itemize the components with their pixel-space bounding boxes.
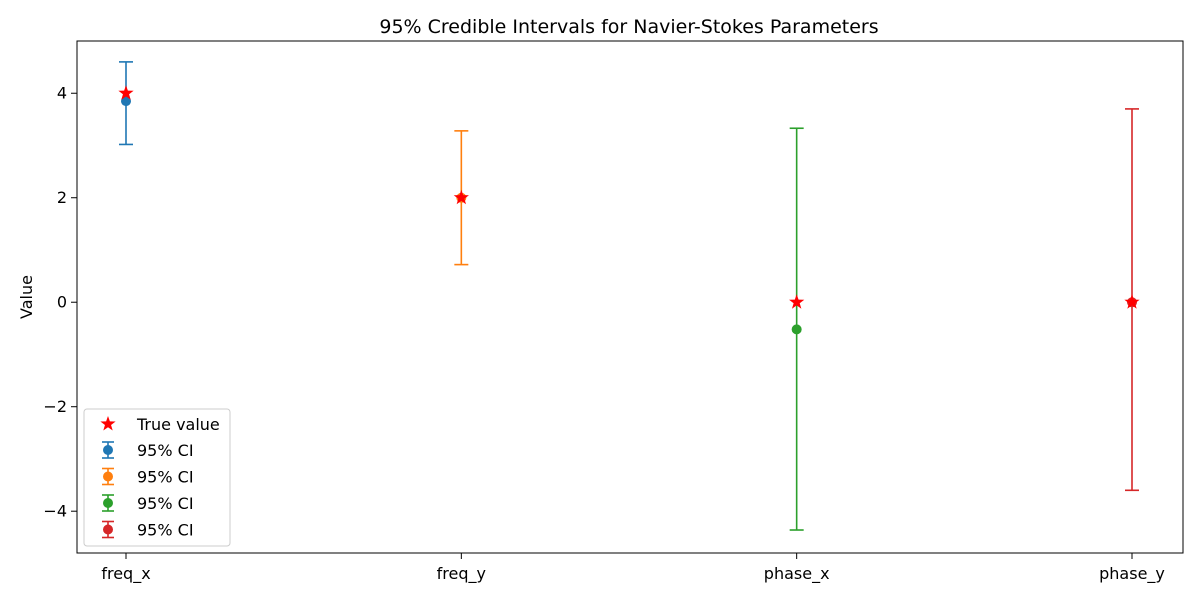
true-value-marker-phase_x xyxy=(789,294,805,309)
true-value-marker-freq_x xyxy=(118,85,134,100)
legend-ci-icon-point xyxy=(103,471,113,482)
x-tick-label: phase_y xyxy=(1099,564,1165,584)
y-tick-label: −2 xyxy=(43,397,67,416)
estimate-point-phase_x xyxy=(791,324,802,335)
legend-ci-label: 95% CI xyxy=(137,441,194,460)
legend-box xyxy=(83,408,231,547)
chart-title: 95% Credible Intervals for Navier-Stokes… xyxy=(379,16,878,38)
legend-ci-label: 95% CI xyxy=(137,521,194,540)
legend-ci-icon-point xyxy=(103,498,113,508)
y-axis-label: Value xyxy=(17,275,36,319)
y-tick-label: 2 xyxy=(57,188,67,207)
y-tick-label: 0 xyxy=(57,293,67,312)
x-tick-label: freq_x xyxy=(101,564,150,584)
legend-ci-icon-point xyxy=(103,445,113,455)
true-value-marker-phase_y xyxy=(1124,294,1140,309)
legend: True value 95% CI 95% CI 95% CI 95% CI xyxy=(83,408,231,547)
estimate-point-freq_x xyxy=(121,96,131,107)
x-tick-label: phase_x xyxy=(764,564,830,584)
plot-area: −4 −2 0 2 4 freq_x freq_y phase_x phase_y xyxy=(43,61,1165,584)
plot-frame xyxy=(76,40,1184,554)
legend-ci-label: 95% CI xyxy=(137,494,194,513)
legend-true-value-label: True value xyxy=(136,415,220,434)
y-tick-label: 4 xyxy=(57,84,67,103)
legend-ci-label: 95% CI xyxy=(137,468,194,487)
y-tick-label: −4 xyxy=(43,502,67,521)
legend-true-value-icon xyxy=(100,416,116,431)
legend-ci-icon-point xyxy=(103,524,113,535)
x-tick-label: freq_y xyxy=(437,564,486,584)
true-value-marker-freq_y xyxy=(453,189,469,205)
